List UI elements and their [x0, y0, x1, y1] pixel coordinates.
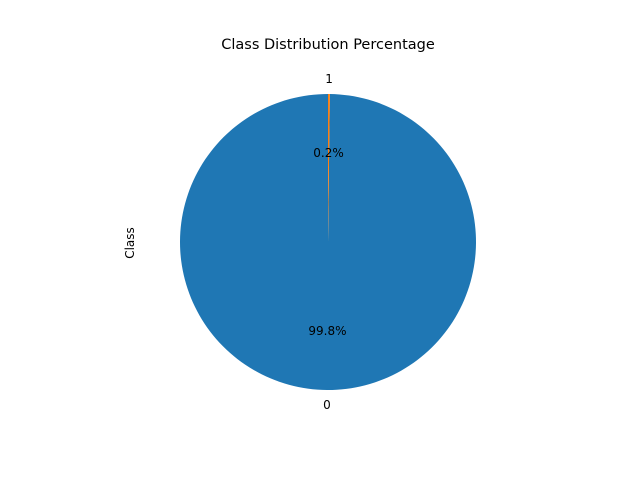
percent-label-0: 99.8%: [308, 324, 346, 338]
category-label-0: 0: [323, 398, 331, 412]
pie-labels: 0 99.8% 1 0.2%: [308, 72, 346, 412]
pie-slice-1: [328, 94, 330, 242]
chart-title: Class Distribution Percentage: [221, 37, 435, 53]
category-label-1: 1: [325, 72, 333, 86]
pie-slices: [179, 93, 476, 391]
pie-slice-0: [179, 93, 476, 391]
y-axis-label: Class: [123, 227, 137, 259]
percent-label-1: 0.2%: [313, 146, 344, 160]
